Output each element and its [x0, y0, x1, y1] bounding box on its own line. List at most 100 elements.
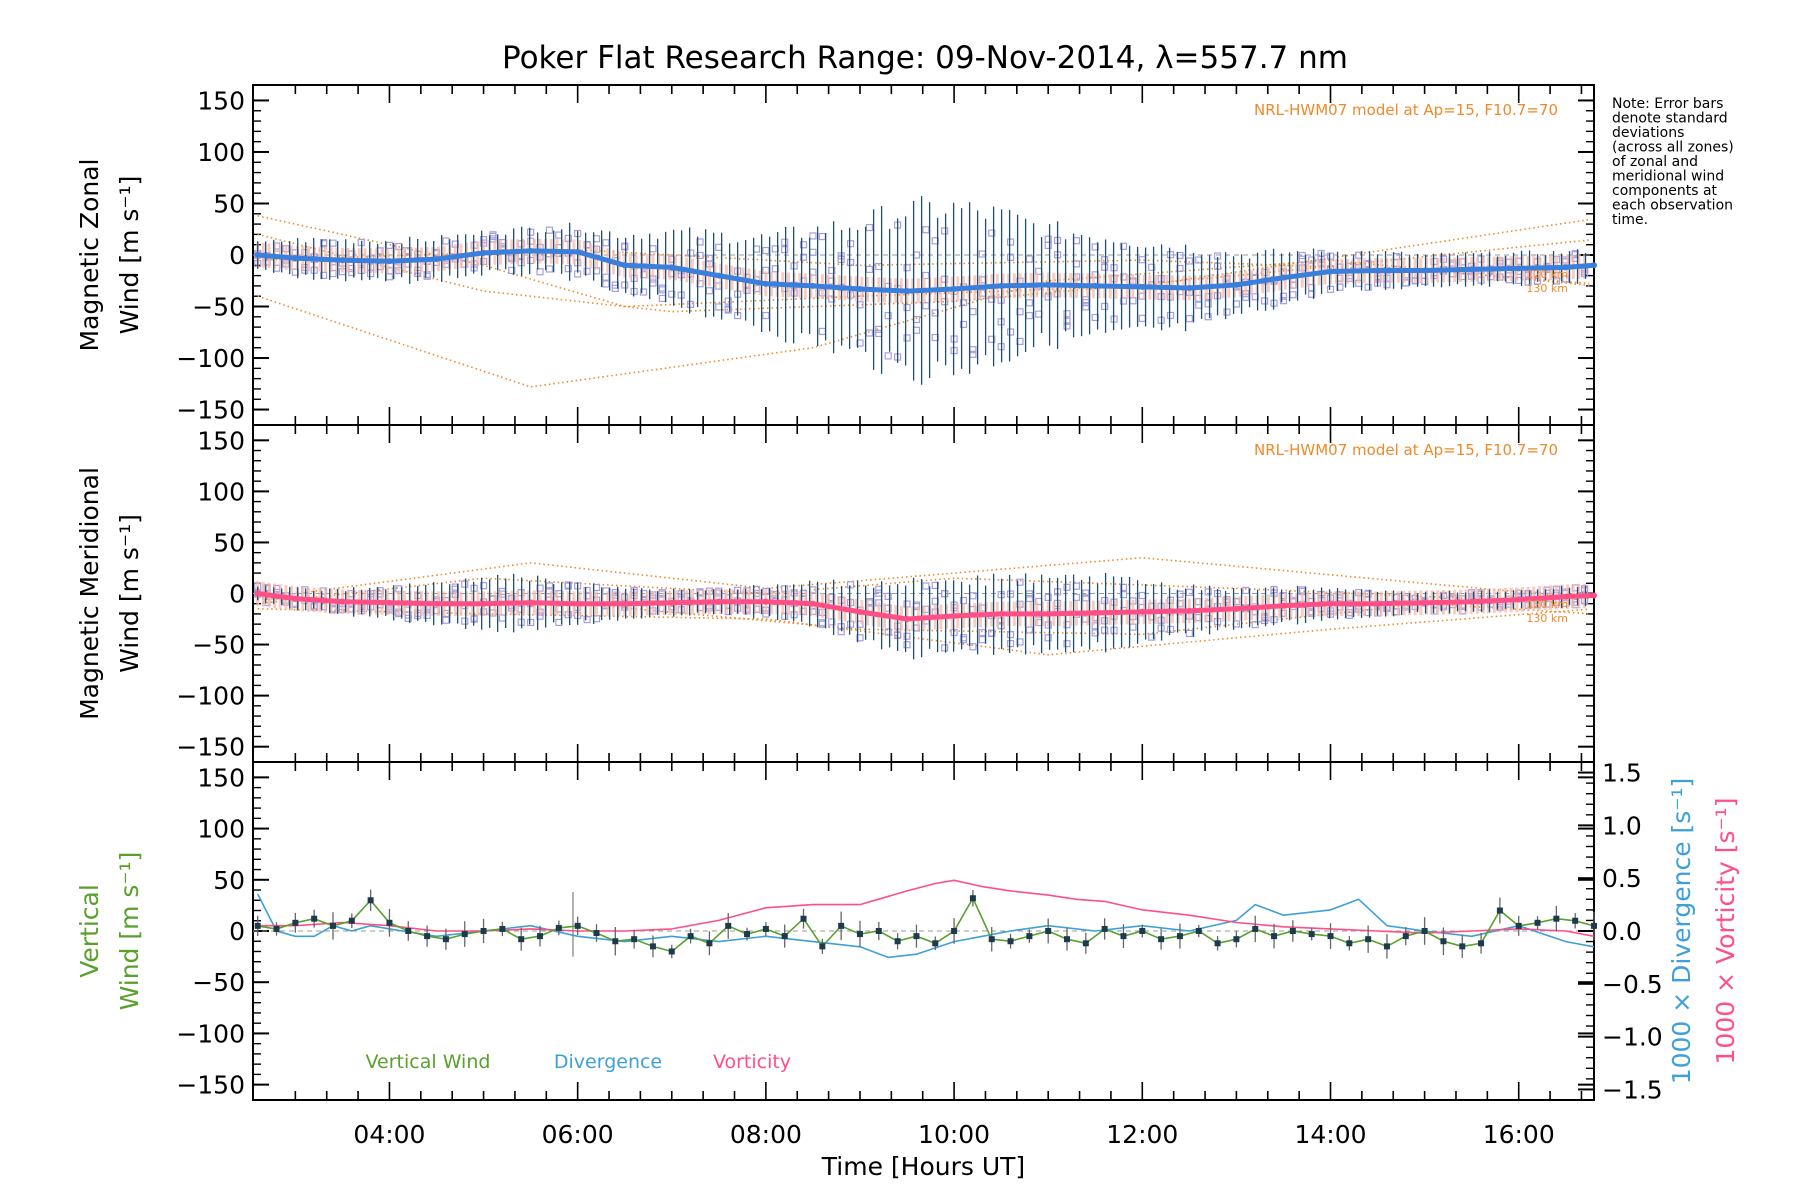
mean-wind-point	[292, 595, 299, 602]
y-tick-label: 50	[213, 866, 245, 895]
vertical-wind-point	[1459, 943, 1466, 950]
y-tick-label: −150	[176, 733, 245, 762]
zone-point	[818, 232, 826, 241]
mean-wind-point	[856, 608, 863, 615]
vertical-wind-point	[1496, 907, 1503, 914]
mean-wind-point	[621, 600, 628, 607]
note-line: Note: Error bars	[1612, 96, 1723, 112]
zone-point	[555, 231, 563, 239]
y-tick-label: 0	[229, 241, 245, 270]
vertical-wind-point	[574, 922, 581, 929]
zone-point	[498, 614, 506, 622]
zone-point	[799, 253, 808, 261]
vertical-wind-point	[461, 931, 468, 938]
y-tick-label: 100	[197, 477, 245, 506]
note-line: each observation	[1612, 198, 1733, 214]
vertical-wind-point	[537, 933, 544, 940]
y-axis-label: Magnetic Meridional	[75, 467, 104, 720]
vertical-wind-point	[800, 915, 807, 922]
panel-vertical: 150 100 50 0 −50 −100 −150 Vertical Wind [m s⁻¹]…	[75, 759, 1740, 1181]
zone-point	[1326, 252, 1335, 260]
mean-wind-point	[809, 282, 816, 289]
mean-wind-point	[1233, 605, 1240, 612]
zone-point	[1044, 235, 1052, 243]
mean-wind-point	[715, 598, 722, 605]
zone-point	[1063, 317, 1071, 325]
mean-wind-point	[1374, 267, 1381, 274]
zone-point	[1006, 639, 1015, 648]
mean-wind-point	[1327, 268, 1334, 275]
zone-point	[1101, 256, 1109, 264]
zone-point	[1063, 310, 1071, 318]
vertical-wind-point	[894, 938, 901, 945]
zone-point	[1223, 308, 1231, 316]
vertical-wind-point	[405, 928, 412, 934]
zone-point	[583, 267, 591, 275]
zone-point	[941, 590, 949, 598]
zone-point	[686, 300, 695, 308]
zone-point	[903, 600, 911, 608]
mean-wind-point	[254, 590, 261, 597]
mean-wind-point	[1421, 267, 1428, 274]
zone-point	[922, 271, 930, 280]
note-line: denote standard	[1612, 111, 1728, 127]
vertical-wind-point	[1515, 922, 1522, 929]
right-axis-label: 1000 × Vorticity [s⁻¹]	[1711, 798, 1740, 1065]
zone-point	[555, 618, 563, 627]
vertical-wind-point	[424, 933, 431, 940]
mean-wind-point	[1327, 600, 1334, 607]
vertical-wind-point	[819, 943, 826, 950]
x-tick-label: 16:00	[1483, 1120, 1555, 1149]
zone-point	[1185, 588, 1193, 596]
y-tick-label: 100	[197, 138, 245, 167]
zone-point	[1279, 292, 1288, 300]
zone-point	[1101, 626, 1109, 634]
zone-point	[1138, 314, 1146, 322]
mean-wind-point	[386, 599, 393, 606]
mean-wind-point	[527, 599, 534, 606]
y-tick-label: −50	[192, 293, 245, 322]
vertical-wind-point	[480, 928, 487, 934]
zone-point	[489, 231, 497, 239]
vertical-wind-point	[1139, 928, 1146, 934]
zone-point	[1279, 297, 1288, 305]
zone-point	[1072, 237, 1081, 245]
y2-tick-label: −1.0	[1602, 1023, 1663, 1052]
vertical-wind-point	[1214, 940, 1221, 947]
zone-point	[959, 636, 968, 644]
zone-point	[602, 239, 610, 247]
y-tick-label: 150	[197, 763, 245, 792]
zone-point	[1044, 634, 1052, 642]
mean-wind-point	[1045, 610, 1052, 617]
vertical-wind-point	[555, 924, 562, 931]
vertical-wind-point	[1572, 917, 1579, 924]
panel-zonal: 150 100 50 0 −50 −100 −150 Magnetic Zonal Wind […	[75, 84, 1597, 426]
zone-point	[621, 281, 629, 289]
y-tick-label: 50	[213, 528, 245, 557]
vertical-wind-point	[329, 922, 336, 929]
zone-point	[621, 242, 629, 250]
zone-point	[809, 248, 817, 256]
zone-point	[658, 294, 666, 303]
zone-point	[1025, 626, 1033, 634]
zone-point	[1298, 251, 1306, 260]
zone-point	[602, 587, 610, 595]
mean-wind-point	[1374, 600, 1381, 607]
zone-point	[1166, 251, 1175, 259]
y-tick-label: 150	[197, 426, 245, 455]
note-line: (across all zones)	[1612, 140, 1734, 156]
zone-point	[1232, 300, 1241, 308]
zone-point	[1166, 311, 1175, 320]
vertical-wind-point	[1553, 915, 1560, 922]
zone-point	[508, 266, 516, 275]
y-axis-label: Magnetic Zonal	[75, 159, 104, 352]
vertical-wind-point	[1289, 928, 1296, 934]
zone-point	[912, 326, 921, 334]
vertical-wind-point	[518, 936, 525, 943]
zone-point	[922, 582, 930, 590]
zone-point	[865, 223, 873, 232]
zone-point	[1308, 290, 1316, 298]
mean-wind-point	[668, 264, 675, 271]
